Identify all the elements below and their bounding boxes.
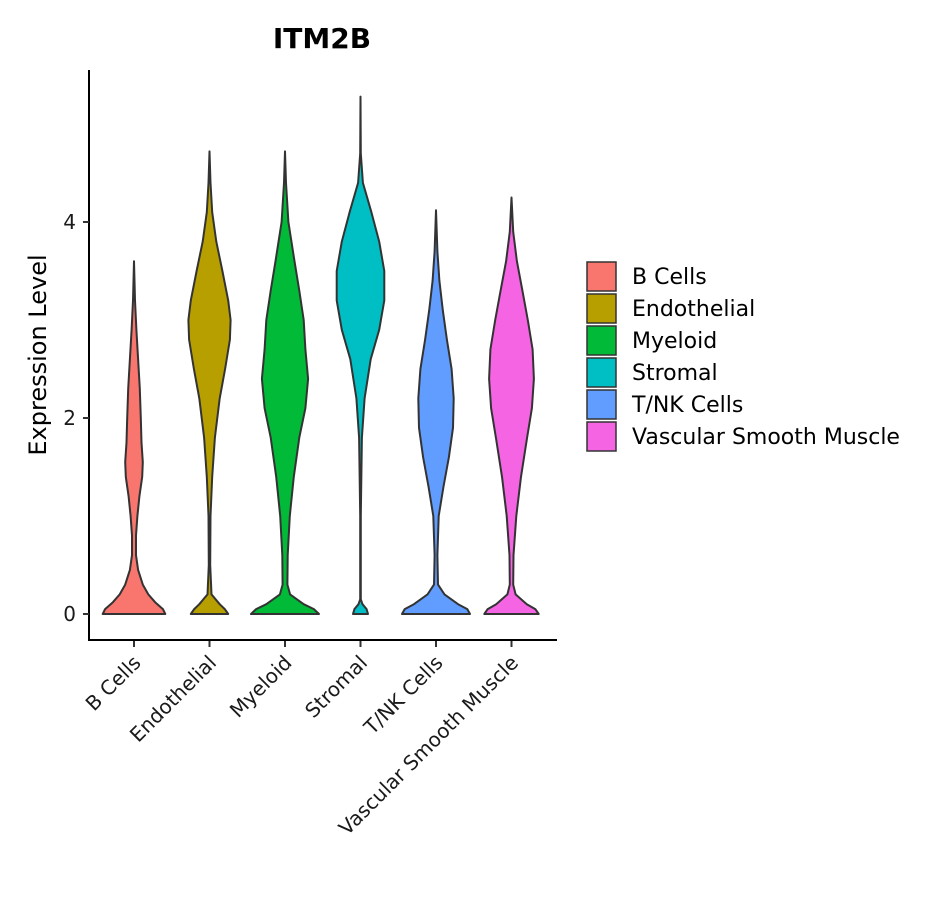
- legend-key: [586, 421, 617, 452]
- legend-key: [586, 293, 617, 324]
- y-axis-ticks: 0 2 4: [63, 210, 89, 626]
- legend: B Cells Endothelial Myeloid Stromal T/NK Cel…: [586, 261, 900, 452]
- x-tick-label: B Cells: [81, 651, 146, 716]
- y-tick-label: 2: [63, 406, 76, 430]
- violin-endothelial: [187, 150, 232, 615]
- legend-label: Endothelial: [632, 297, 755, 322]
- legend-label: Vascular Smooth Muscle: [632, 425, 900, 450]
- x-tick-label: Myeloid: [225, 651, 297, 723]
- legend-key: [586, 261, 617, 292]
- legend-label: T/NK Cells: [631, 393, 743, 418]
- violin-stromal: [335, 95, 386, 615]
- chart-title: ITM2B: [273, 22, 371, 55]
- y-tick-label: 0: [63, 602, 76, 626]
- violin-b-cells: [101, 260, 167, 615]
- legend-label: B Cells: [632, 265, 707, 290]
- legend-key: [586, 389, 617, 420]
- violin-myeloid: [250, 150, 320, 615]
- violin-layer: [101, 95, 540, 615]
- legend-key: [586, 325, 617, 356]
- x-tick-label: Stromal: [300, 651, 372, 723]
- violin-t-nk-cells: [401, 209, 471, 615]
- legend-label: Stromal: [632, 361, 718, 386]
- violin-vascular-smooth-muscle: [483, 196, 540, 615]
- y-tick-label: 4: [63, 210, 76, 234]
- y-axis-title: Expression Level: [24, 254, 52, 455]
- legend-label: Myeloid: [632, 329, 717, 354]
- legend-key: [586, 357, 617, 388]
